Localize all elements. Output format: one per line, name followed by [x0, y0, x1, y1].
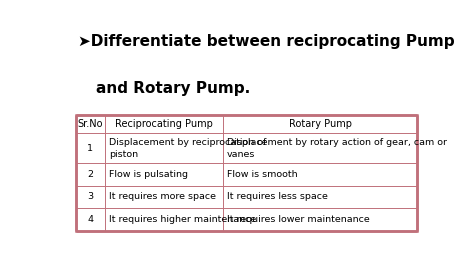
Text: Displacement by reciprocation of
piston: Displacement by reciprocation of piston	[109, 138, 266, 159]
Text: ➤Differentiate between reciprocating Pump: ➤Differentiate between reciprocating Pum…	[78, 34, 454, 49]
Text: Flow is pulsating: Flow is pulsating	[109, 170, 188, 179]
FancyBboxPatch shape	[76, 115, 418, 231]
Text: Flow is smooth: Flow is smooth	[227, 170, 298, 179]
Text: Reciprocating Pump: Reciprocating Pump	[115, 119, 213, 129]
Text: Displacement by rotary action of gear, cam or
vanes: Displacement by rotary action of gear, c…	[227, 138, 447, 159]
Text: 2: 2	[87, 170, 93, 179]
Text: It requires less space: It requires less space	[227, 193, 328, 201]
Text: It requires more space: It requires more space	[109, 193, 216, 201]
Text: It requires higher maintenance: It requires higher maintenance	[109, 215, 256, 224]
Text: Rotary Pump: Rotary Pump	[289, 119, 352, 129]
Text: Sr.No: Sr.No	[78, 119, 103, 129]
Text: It requires lower maintenance: It requires lower maintenance	[227, 215, 370, 224]
Text: and Rotary Pump.: and Rotary Pump.	[96, 81, 250, 96]
Text: 4: 4	[87, 215, 93, 224]
Text: 3: 3	[87, 193, 93, 201]
Text: 1: 1	[87, 144, 93, 153]
